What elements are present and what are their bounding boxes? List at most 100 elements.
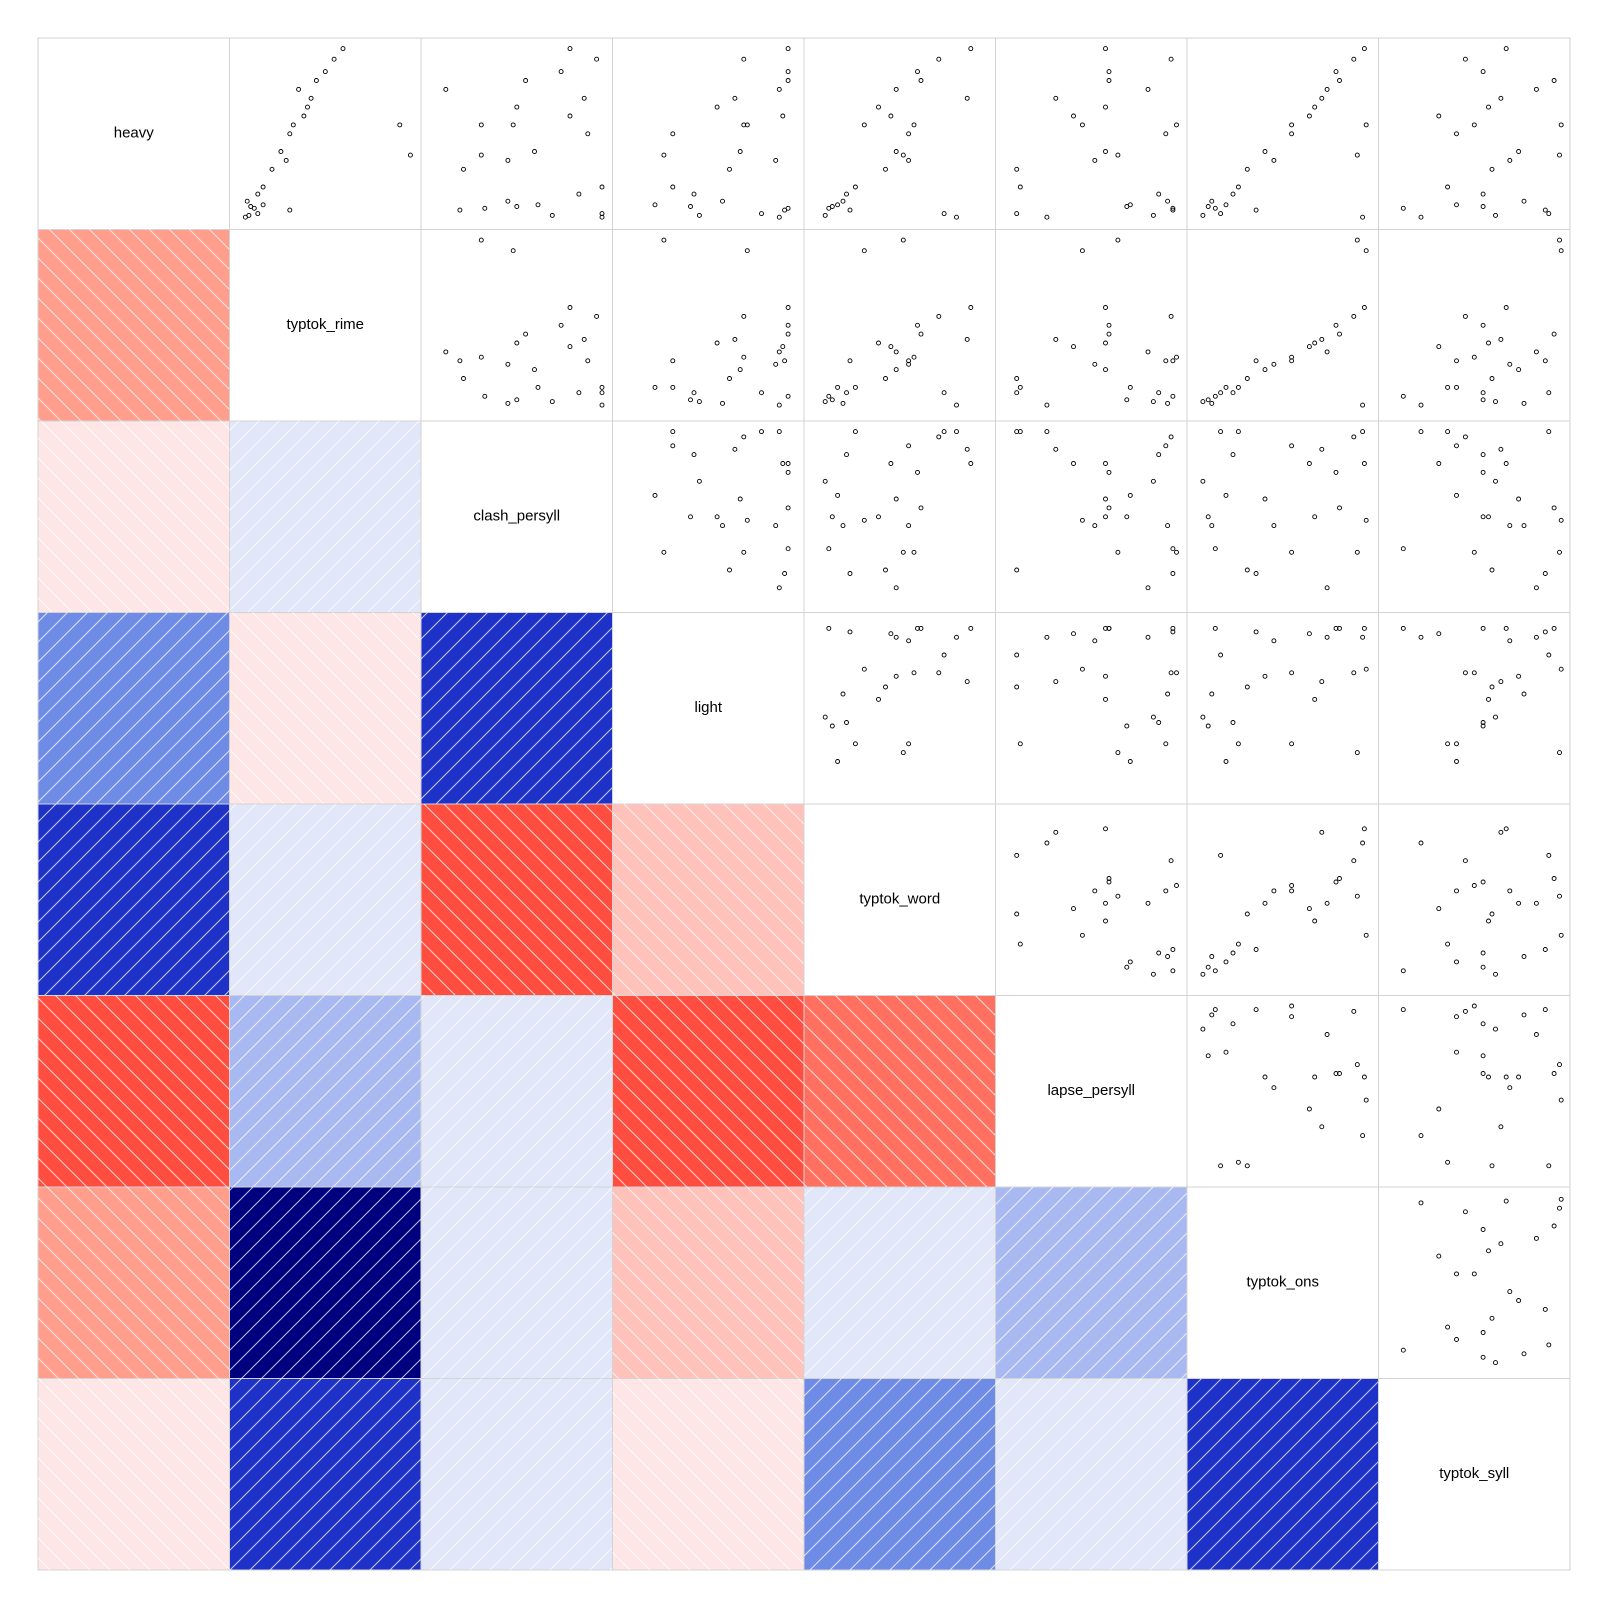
shade-hatch: [421, 1187, 613, 1379]
scatter-point: [1014, 911, 1020, 917]
scatter-point: [893, 149, 899, 154]
diagonal-panel: [229, 229, 422, 422]
variable-label: heavy: [114, 125, 155, 142]
scatter-point: [661, 237, 667, 243]
scatter-panel: [1186, 37, 1379, 230]
scatter-point: [1103, 305, 1108, 310]
scatter-point: [906, 361, 912, 367]
scatter-point: [741, 434, 747, 440]
scatter-point: [1244, 166, 1250, 172]
scatter-point: [1493, 212, 1498, 218]
scatter-point: [1471, 1271, 1477, 1277]
scatter-point: [737, 149, 743, 154]
scatter-panel: [1186, 420, 1379, 613]
panel-typtok_rime-lapse_persyll: [995, 229, 1188, 422]
scatter-point: [670, 429, 676, 435]
panel-heavy-typtok_rime: [229, 37, 422, 230]
scatter-point: [785, 393, 791, 399]
scatter-point: [876, 104, 881, 110]
panel-typtok_rime-typtok_rime: typtok_rime: [229, 229, 422, 422]
scatter-point: [1103, 104, 1108, 110]
scatter-point: [567, 305, 573, 310]
scatter-point: [1071, 906, 1076, 912]
panel-typtok_word-clash_persyll: [420, 803, 613, 996]
scatter-point: [535, 202, 541, 208]
scatter-point: [1200, 212, 1206, 218]
scatter-point: [1486, 340, 1491, 346]
scatter-point: [1106, 505, 1112, 511]
scatter-point: [1480, 964, 1486, 970]
scatter-point: [954, 634, 959, 640]
scatter-point: [911, 354, 917, 360]
scatter-point: [968, 625, 974, 631]
scatter-point: [785, 78, 791, 83]
panel-typtok_word-typtok_syll: [1378, 803, 1571, 996]
scatter-point: [906, 741, 912, 747]
scatter-point: [861, 248, 867, 254]
scatter-point: [260, 184, 266, 190]
scatter-point: [1486, 1074, 1491, 1080]
scatter-point: [1014, 376, 1020, 381]
scatter-point: [1115, 237, 1121, 243]
shade-hatch: [421, 612, 613, 804]
scatter-point: [732, 336, 738, 342]
scatter-point: [1360, 840, 1366, 846]
scatter-point: [1223, 202, 1229, 208]
panel-light-lapse_persyll: [995, 612, 1188, 805]
scatter-point: [893, 634, 899, 640]
scatter-point: [847, 207, 853, 213]
scatter-point: [1471, 883, 1477, 888]
scatter-point: [1071, 113, 1076, 119]
scatter-point: [1533, 634, 1539, 640]
scatter-panel: [1378, 37, 1571, 230]
panel-typtok_ons-clash_persyll: [420, 1186, 613, 1379]
scatter-point: [1106, 625, 1112, 631]
diagonal-panel: [37, 37, 230, 230]
diagonal-panel: [1186, 1186, 1379, 1379]
scatter-point: [1400, 1007, 1406, 1013]
scatter-point: [954, 402, 959, 408]
scatter-point: [1480, 514, 1486, 520]
scatter-point: [1400, 393, 1406, 399]
scatter-point: [523, 78, 529, 83]
scatter-point: [918, 331, 924, 337]
scatter-point: [900, 152, 906, 158]
diagonal-panel: [995, 995, 1188, 1188]
scatter-point: [1333, 322, 1339, 328]
scatter-point: [1071, 344, 1076, 350]
scatter-point: [1165, 691, 1171, 697]
scatter-point: [1493, 478, 1498, 484]
scatter-point: [883, 567, 888, 573]
panel-clash_persyll-typtok_rime: [229, 420, 422, 613]
variable-label: typtok_syll: [1439, 1465, 1509, 1482]
scatter-point: [505, 198, 511, 204]
scatter-point: [1017, 741, 1023, 747]
scatter-point: [847, 358, 853, 364]
scatter-point: [301, 113, 307, 119]
scatter-point: [1014, 390, 1020, 396]
scatter-point: [893, 86, 899, 92]
scatter-point: [599, 390, 605, 396]
scatter-point: [1163, 888, 1169, 894]
scatter-point: [906, 131, 912, 137]
scatter-point: [780, 344, 786, 350]
scatter-point: [1351, 434, 1357, 440]
scatter-point: [1244, 376, 1250, 381]
scatter-point: [1486, 104, 1491, 110]
scatter-point: [1014, 166, 1020, 172]
scatter-point: [670, 131, 676, 137]
scatter-point: [1503, 305, 1509, 310]
panel-light-typtok_word: [803, 612, 996, 805]
scatter-point: [1471, 122, 1477, 128]
scatter-point: [1230, 390, 1236, 396]
scatter-point: [1306, 113, 1312, 119]
scatter-point: [1319, 446, 1325, 452]
scatter-point: [1480, 191, 1486, 197]
scatter-point: [1480, 1354, 1486, 1360]
scatter-point: [732, 446, 738, 452]
scatter-point: [1436, 113, 1442, 119]
scatter-point: [1533, 349, 1539, 355]
scatter-point: [1262, 673, 1268, 679]
scatter-point: [759, 429, 764, 435]
scatter-point: [861, 122, 867, 128]
